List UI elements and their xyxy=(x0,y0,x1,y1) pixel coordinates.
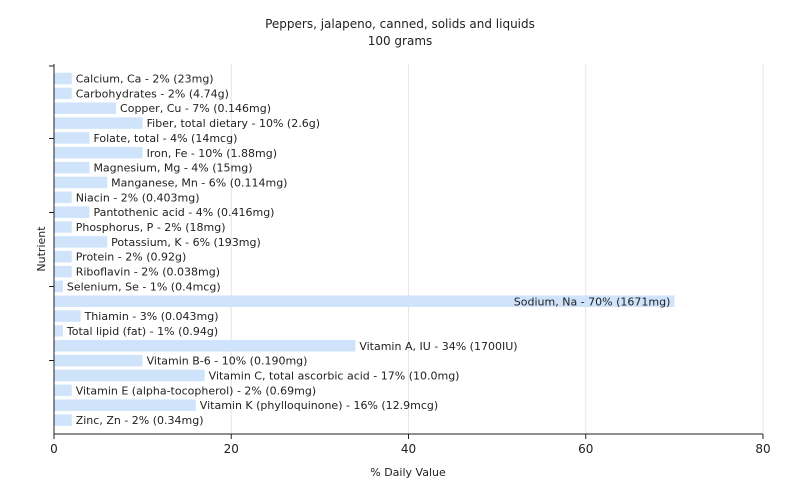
bar-8 xyxy=(54,191,72,204)
bar-label-21: Vitamin E (alpha-tocopherol) - 2% (0.69m… xyxy=(76,384,316,397)
bar-4 xyxy=(54,132,90,144)
bar-label-8: Niacin - 2% (0.403mg) xyxy=(76,191,200,204)
x-tick-label-1: 20 xyxy=(224,442,239,456)
axes: 0 20 40 60 80 xyxy=(49,64,771,456)
bar-6 xyxy=(54,161,90,174)
bar-label-10: Phosphorus, P - 2% (18mg) xyxy=(76,221,226,234)
bar-23 xyxy=(54,414,72,426)
bar-label-5: Iron, Fe - 10% (1.88mg) xyxy=(147,147,277,160)
x-tick-label-2: 40 xyxy=(401,442,416,456)
bar-17 xyxy=(54,325,63,337)
bar-0 xyxy=(54,72,72,85)
x-tick-label-4: 80 xyxy=(755,442,770,456)
bar-label-4: Folate, total - 4% (14mcg) xyxy=(93,132,237,145)
y-axis-title: Nutrient xyxy=(35,226,48,272)
x-tick-label-3: 60 xyxy=(578,442,593,456)
bar-9 xyxy=(54,206,90,218)
bar-label-0: Calcium, Ca - 2% (23mg) xyxy=(76,73,214,86)
bar-label-1: Carbohydrates - 2% (4.74g) xyxy=(76,87,229,100)
bar-15 xyxy=(54,295,675,307)
bar-label-23: Zinc, Zn - 2% (0.34mg) xyxy=(76,414,204,427)
bar-13 xyxy=(54,265,72,278)
bar-7 xyxy=(54,176,108,189)
bar-label-22: Vitamin K (phylloquinone) - 16% (12.9mcg… xyxy=(200,399,438,412)
bar-label-3: Fiber, total dietary - 10% (2.6g) xyxy=(147,117,320,130)
bar-2 xyxy=(54,102,117,114)
bar-label-16: Thiamin - 3% (0.043mg) xyxy=(84,310,219,323)
chart-subtitle: 100 grams xyxy=(368,34,433,48)
bar-14 xyxy=(54,280,63,293)
bar-label-13: Riboflavin - 2% (0.038mg) xyxy=(76,266,220,279)
gridlines xyxy=(230,64,764,434)
bar-label-9: Pantothenic acid - 4% (0.416mg) xyxy=(93,206,274,219)
bars: Calcium, Ca - 2% (23mg)Carbohydrates - 2… xyxy=(54,72,675,427)
x-tick-label-0: 0 xyxy=(50,442,58,456)
bar-label-6: Magnesium, Mg - 4% (15mg) xyxy=(93,162,252,175)
bar-11 xyxy=(54,236,108,248)
bar-10 xyxy=(54,221,72,233)
bar-label-14: Selenium, Se - 1% (0.4mcg) xyxy=(67,280,221,293)
bar-16 xyxy=(54,310,81,322)
bar-22 xyxy=(54,399,196,411)
bar-label-18: Vitamin A, IU - 34% (1700IU) xyxy=(359,340,517,353)
bar-label-7: Manganese, Mn - 6% (0.114mg) xyxy=(111,176,287,189)
bar-18 xyxy=(54,340,356,352)
bar-20 xyxy=(54,369,205,382)
x-axis-title: % Daily Value xyxy=(370,466,446,479)
bar-21 xyxy=(54,384,72,397)
bar-label-17: Total lipid (fat) - 1% (0.94g) xyxy=(66,325,218,338)
bar-5 xyxy=(54,147,143,159)
bar-label-15: Sodium, Na - 70% (1671mg) xyxy=(514,295,671,308)
bar-label-19: Vitamin B-6 - 10% (0.190mg) xyxy=(147,355,308,368)
bar-label-11: Potassium, K - 6% (193mg) xyxy=(111,236,261,249)
bar-label-2: Copper, Cu - 7% (0.146mg) xyxy=(120,102,271,115)
bar-label-12: Protein - 2% (0.92g) xyxy=(76,251,187,264)
bar-1 xyxy=(54,87,72,100)
chart-title: Peppers, jalapeno, canned, solids and li… xyxy=(265,17,535,31)
bar-12 xyxy=(54,250,72,263)
bar-label-20: Vitamin C, total ascorbic acid - 17% (10… xyxy=(209,370,460,383)
bar-3 xyxy=(54,117,143,129)
bar-19 xyxy=(54,354,143,367)
